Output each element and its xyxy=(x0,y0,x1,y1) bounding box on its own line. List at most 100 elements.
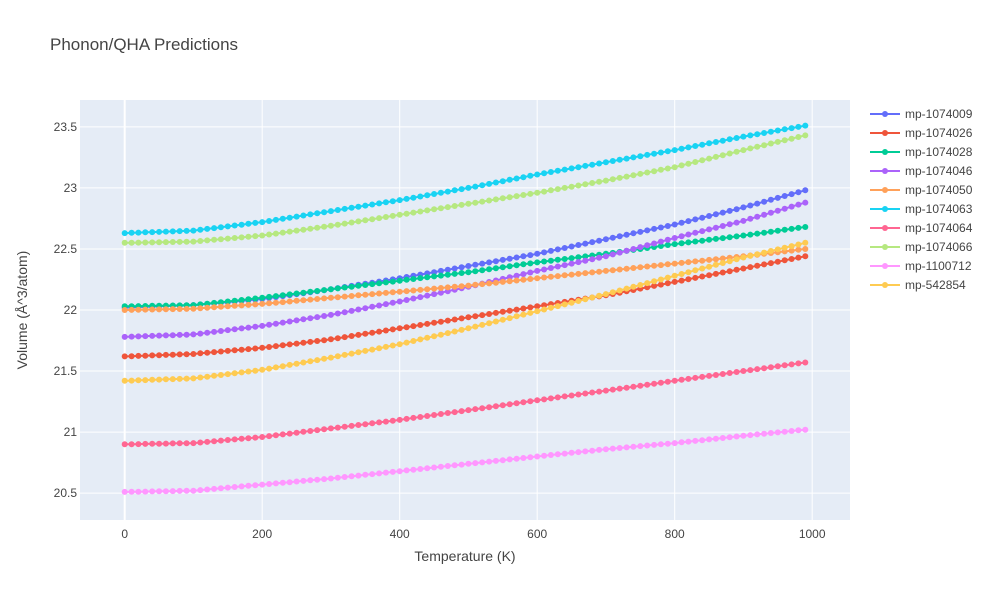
data-point xyxy=(465,407,472,414)
data-point xyxy=(327,222,334,229)
data-point xyxy=(389,289,396,296)
data-point xyxy=(224,484,231,491)
data-point xyxy=(348,422,355,429)
data-point xyxy=(561,245,568,251)
data-point xyxy=(369,420,376,427)
data-point xyxy=(486,280,493,287)
data-point xyxy=(176,487,183,494)
data-point xyxy=(135,377,142,384)
data-point xyxy=(211,225,218,232)
data-point xyxy=(520,271,527,278)
data-point xyxy=(162,239,169,246)
data-point xyxy=(726,268,733,275)
data-point xyxy=(437,318,444,325)
data-point xyxy=(238,325,245,332)
data-point xyxy=(664,242,671,248)
data-point xyxy=(472,406,479,413)
data-point xyxy=(589,180,596,186)
data-point xyxy=(479,321,486,328)
data-point xyxy=(781,244,788,251)
data-point xyxy=(217,236,224,243)
data-point xyxy=(231,326,238,333)
data-point xyxy=(527,454,534,461)
data-point xyxy=(472,460,479,467)
legend-item[interactable]: mp-542854 xyxy=(870,278,966,292)
data-point xyxy=(582,448,589,455)
data-point xyxy=(376,345,383,352)
data-point xyxy=(279,229,286,236)
data-point xyxy=(224,235,231,242)
data-point xyxy=(183,238,190,245)
data-point xyxy=(472,313,479,320)
legend-label: mp-1074066 xyxy=(905,240,973,254)
legend-item[interactable]: mp-1074063 xyxy=(870,202,973,216)
data-point xyxy=(637,282,644,288)
data-point xyxy=(204,486,211,493)
data-point xyxy=(719,371,726,377)
data-point xyxy=(396,325,403,332)
data-point xyxy=(437,331,444,338)
data-point xyxy=(575,259,582,266)
data-point xyxy=(396,211,403,218)
data-point xyxy=(747,132,754,139)
data-point xyxy=(314,427,321,434)
data-point xyxy=(547,273,554,280)
data-point xyxy=(327,354,334,361)
data-point xyxy=(389,468,396,475)
data-point xyxy=(568,243,575,250)
data-point xyxy=(802,199,809,206)
data-point xyxy=(486,180,493,187)
data-point xyxy=(300,226,307,233)
data-point xyxy=(410,466,417,473)
data-point xyxy=(369,471,376,478)
legend-item[interactable]: mp-1100712 xyxy=(870,259,972,273)
data-point xyxy=(156,440,163,447)
data-point xyxy=(671,241,678,248)
data-point xyxy=(561,393,568,400)
data-point xyxy=(355,282,362,289)
data-point xyxy=(197,487,204,494)
data-point xyxy=(740,265,747,272)
data-point xyxy=(424,274,431,281)
data-point xyxy=(286,430,293,437)
data-point xyxy=(417,208,424,215)
data-point xyxy=(135,488,142,495)
legend-item[interactable]: mp-1074009 xyxy=(870,107,973,121)
data-point xyxy=(767,140,774,147)
legend-item[interactable]: mp-1074064 xyxy=(870,221,973,235)
data-point xyxy=(774,227,781,234)
data-point xyxy=(183,227,190,234)
legend-item[interactable]: mp-1074028 xyxy=(870,145,973,159)
legend-item[interactable]: mp-1074050 xyxy=(870,183,973,197)
data-point xyxy=(685,276,692,283)
data-point xyxy=(431,191,438,197)
legend-item[interactable]: mp-1074066 xyxy=(870,240,973,254)
data-point xyxy=(520,276,527,283)
data-point xyxy=(761,198,768,205)
data-point xyxy=(217,372,224,378)
data-point xyxy=(204,304,211,311)
data-point xyxy=(513,313,520,320)
legend-item[interactable]: mp-1074026 xyxy=(870,126,973,140)
data-point xyxy=(637,264,644,271)
data-point xyxy=(733,206,740,213)
data-point xyxy=(382,214,389,220)
legend-marker xyxy=(882,130,888,136)
data-point xyxy=(403,276,410,283)
data-point xyxy=(499,316,506,323)
data-point xyxy=(403,339,410,346)
legend-item[interactable]: mp-1074046 xyxy=(870,164,973,178)
data-point xyxy=(678,162,685,169)
data-point xyxy=(190,487,197,494)
data-point xyxy=(162,228,169,235)
data-point xyxy=(376,290,383,297)
data-point xyxy=(492,179,499,186)
data-point xyxy=(740,147,747,154)
data-point xyxy=(609,234,616,241)
data-point xyxy=(156,332,163,339)
data-point xyxy=(135,333,142,340)
data-point xyxy=(657,243,664,249)
data-point xyxy=(795,134,802,140)
data-point xyxy=(726,136,733,143)
data-point xyxy=(382,199,389,206)
